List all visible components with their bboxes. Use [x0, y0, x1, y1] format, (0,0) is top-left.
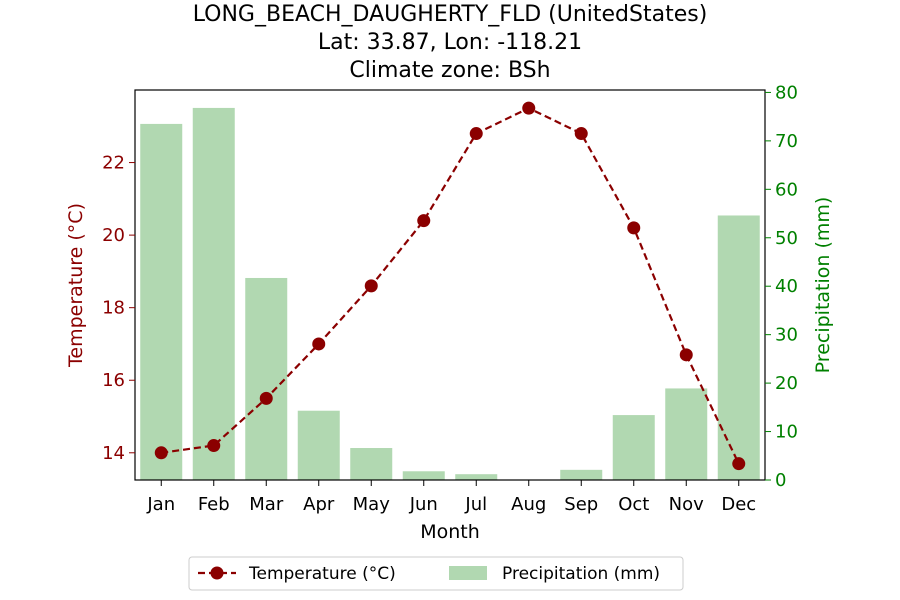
x-tick-label-aug: Aug — [511, 494, 546, 515]
precip-bar-nov — [665, 388, 708, 480]
precip-bar-may — [350, 448, 393, 480]
x-tick-label-oct: Oct — [618, 494, 649, 515]
y-left-tick-label-14: 14 — [102, 443, 125, 464]
temp-point-oct — [627, 221, 641, 235]
precip-bar-jul — [455, 474, 498, 480]
x-tick-label-apr: Apr — [303, 494, 335, 515]
y-left-tick-label-16: 16 — [102, 370, 125, 391]
x-tick-label-nov: Nov — [669, 494, 704, 515]
x-tick-label-jun: Jun — [409, 494, 438, 515]
x-tick-label-jan: Jan — [146, 494, 175, 515]
legend: Temperature (°C) Precipitation (mm) — [188, 556, 684, 591]
x-tick-label-sep: Sep — [564, 494, 598, 515]
y-left-tick-label-20: 20 — [102, 225, 125, 246]
x-axis-label: Month — [420, 521, 480, 543]
temp-point-jun — [417, 214, 431, 228]
precip-bar-jan — [140, 123, 183, 481]
y-left-tick-label-22: 22 — [102, 153, 125, 174]
x-tick-label-mar: Mar — [249, 494, 284, 515]
y-axis-right-label: Precipitation (mm) — [812, 197, 834, 374]
plot-frame — [134, 89, 766, 481]
chart-title-line-1: LONG_BEACH_DAUGHERTY_FLD (UnitedStates) — [193, 2, 708, 27]
precip-bar-mar — [245, 277, 288, 480]
y-right-tick-label-20: 20 — [775, 373, 798, 394]
y-right-tick-label-0: 0 — [775, 470, 786, 491]
temp-point-sep — [574, 127, 588, 141]
y-axis-left-label: Temperature (°C) — [65, 203, 87, 368]
legend-box — [188, 556, 684, 591]
precip-bar-dec — [717, 215, 760, 480]
precip-bar-feb — [192, 107, 235, 480]
legend-temperature-marker — [210, 566, 224, 580]
legend-precipitation-swatch — [449, 566, 487, 580]
precip-bar-oct — [612, 415, 655, 480]
temp-point-aug — [522, 101, 536, 115]
temp-point-jul — [469, 127, 483, 141]
y-right-tick-label-80: 80 — [775, 82, 798, 103]
chart-title-line-2: Lat: 33.87, Lon: -118.21 — [318, 30, 582, 55]
y-right-tick-label-40: 40 — [775, 276, 798, 297]
y-right-tick-label-10: 10 — [775, 422, 798, 443]
y-right-tick-label-50: 50 — [775, 228, 798, 249]
temp-point-dec — [732, 457, 746, 471]
temp-point-nov — [679, 348, 693, 362]
precip-bar-jun — [402, 471, 445, 480]
x-tick-label-may: May — [353, 494, 391, 515]
x-tick-label-feb: Feb — [198, 494, 230, 515]
x-tick-label-dec: Dec — [721, 494, 756, 515]
x-tick-label-jul: Jul — [464, 494, 487, 515]
y-right-tick-label-30: 30 — [775, 325, 798, 346]
y-right-tick-label-60: 60 — [775, 179, 798, 200]
temp-point-apr — [312, 337, 326, 351]
temp-point-feb — [207, 439, 221, 453]
chart-title-line-3: Climate zone: BSh — [349, 58, 550, 83]
precip-bar-apr — [297, 410, 340, 480]
temp-point-mar — [259, 391, 273, 405]
temperature-line — [161, 106, 740, 465]
y-right-tick-label-70: 70 — [775, 131, 798, 152]
legend-precipitation-label: Precipitation (mm) — [502, 564, 660, 584]
precip-bar-sep — [560, 469, 603, 480]
temp-point-jan — [154, 446, 168, 460]
legend-temperature-label: Temperature (°C) — [248, 564, 396, 584]
y-left-tick-label-18: 18 — [102, 298, 125, 319]
temp-point-may — [364, 279, 378, 293]
